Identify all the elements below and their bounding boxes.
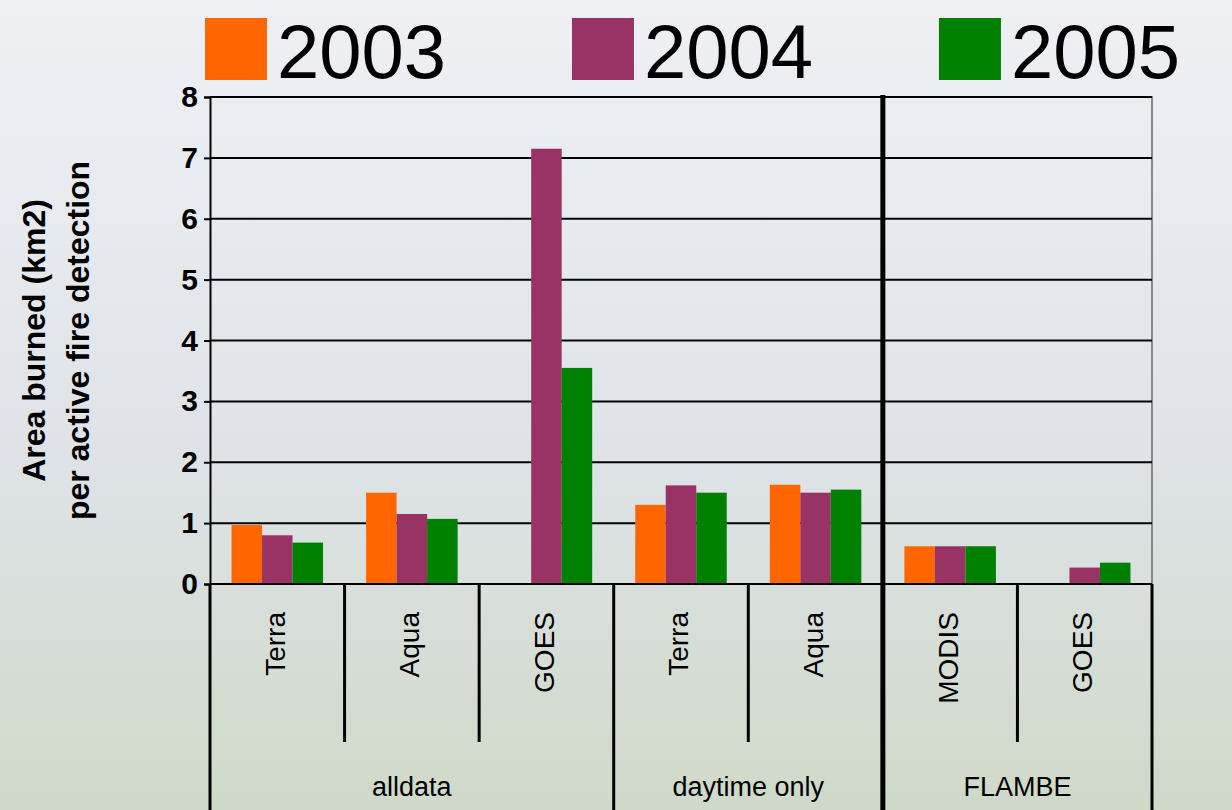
legend-label: 2004 (644, 9, 813, 94)
legend-item: 2005 (939, 9, 1180, 94)
y-tick: 2 (181, 445, 210, 478)
y-tick-mark (204, 157, 210, 159)
category-separator (747, 584, 750, 742)
y-axis-line (204, 98, 211, 585)
legend-item: 2004 (572, 9, 813, 94)
y-tick-label: 5 (181, 263, 198, 296)
bar (232, 525, 263, 584)
bar (770, 485, 801, 584)
x-tick-labels: Terra Aqua GOES Terra Aqua MODIS GOES (260, 612, 1098, 704)
y-tick-label: 4 (181, 324, 198, 357)
x-tick-label: MODIS (933, 612, 964, 704)
group-separator (209, 584, 212, 810)
y-tick-mark (204, 523, 210, 525)
bar (562, 368, 593, 584)
bar (904, 546, 935, 584)
y-tick-mark (204, 401, 210, 403)
group-label: alldata (372, 772, 453, 802)
group-label: FLAMBE (963, 772, 1071, 802)
grid-line (210, 218, 1152, 220)
category-separator (343, 584, 346, 742)
bar (935, 546, 966, 584)
x-tick-label: Aqua (394, 612, 425, 678)
bar (800, 493, 831, 584)
category-separator (1016, 584, 1019, 742)
y-tick-mark (204, 462, 210, 464)
legend-label: 2005 (1011, 9, 1180, 94)
bars (232, 149, 1131, 584)
y-tick-mark (204, 279, 210, 281)
bar (366, 493, 397, 584)
legend-swatch (205, 18, 267, 80)
bar (262, 535, 293, 584)
y-tick-label: 3 (181, 384, 198, 417)
y-axis-title: per active fire detection (60, 161, 96, 520)
y-tick-label: 7 (181, 141, 198, 174)
x-axis-line (210, 583, 1152, 585)
y-tick-label: 1 (181, 506, 198, 539)
y-tick: 8 (181, 80, 210, 113)
y-axis: 0 1 2 3 4 5 6 7 8 (181, 80, 210, 600)
y-tick: 3 (181, 384, 210, 417)
y-tick-label: 8 (181, 80, 198, 113)
separators (210, 95, 1152, 810)
y-tick: 5 (181, 263, 210, 296)
y-tick-label: 2 (181, 445, 198, 478)
bar (397, 514, 428, 584)
legend: 2003 2004 2005 (205, 9, 1180, 94)
grid-line (210, 96, 1152, 98)
y-tick-mark (204, 340, 210, 342)
background (0, 0, 1232, 810)
y-tick-mark (204, 218, 210, 220)
legend-swatch (939, 18, 1001, 80)
group-separator (1151, 584, 1154, 810)
grid-line (210, 279, 1152, 281)
y-tick: 6 (181, 202, 210, 235)
bar (293, 543, 324, 584)
bar (635, 505, 666, 584)
bar (1069, 568, 1100, 584)
plot-frame (210, 97, 1152, 584)
y-tick: 0 (181, 567, 210, 600)
legend-swatch (572, 18, 634, 80)
bar (531, 149, 562, 584)
y-tick: 1 (181, 506, 210, 539)
grid-line (210, 340, 1152, 342)
legend-item: 2003 (205, 9, 446, 94)
bar (831, 490, 862, 584)
panel-separator (880, 95, 885, 810)
group-separator (612, 584, 615, 810)
y-tick: 7 (181, 141, 210, 174)
grid-line (210, 157, 1152, 159)
x-tick-label: Terra (260, 612, 291, 676)
y-axis-title: Area burned (km2) (16, 199, 52, 482)
bar (965, 546, 996, 584)
legend-label: 2003 (277, 9, 446, 94)
group-label: daytime only (672, 772, 824, 802)
y-tick-label: 0 (181, 567, 198, 600)
y-tick-label: 6 (181, 202, 198, 235)
grid-line (210, 583, 1152, 585)
category-separator (478, 584, 481, 742)
x-tick-label: Aqua (798, 612, 829, 678)
grid-line (210, 461, 1152, 463)
bar (1100, 563, 1131, 584)
bar (666, 485, 697, 584)
x-tick-label: GOES (529, 612, 560, 693)
grid-line (210, 400, 1152, 402)
bar (696, 493, 727, 584)
y-tick: 4 (181, 324, 210, 357)
y-tick-mark (204, 97, 210, 99)
x-tick-label: Terra (663, 612, 694, 676)
x-tick-label: GOES (1067, 612, 1098, 693)
chart: 0 1 2 3 4 5 6 7 8 Area burned (km2)per active fir… (0, 0, 1232, 810)
bar (427, 519, 458, 584)
grid (210, 97, 1152, 584)
